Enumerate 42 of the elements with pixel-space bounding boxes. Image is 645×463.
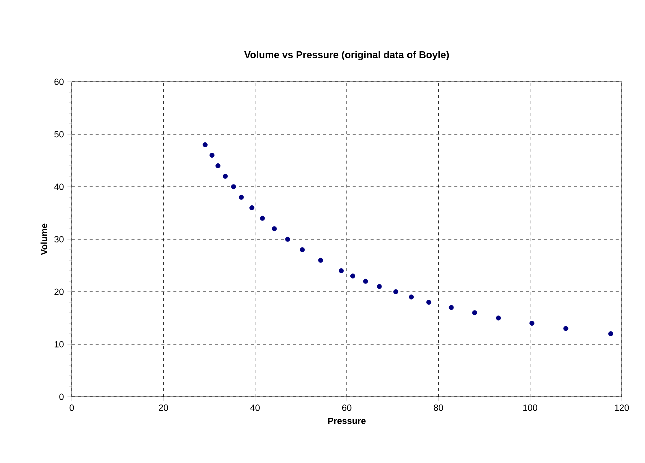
point (272, 226, 278, 232)
x-tick-label: 0 (70, 404, 74, 412)
point (318, 258, 324, 263)
point (377, 284, 382, 290)
point (202, 142, 208, 148)
point (260, 216, 266, 221)
x-tick-label: 20 (159, 404, 168, 412)
y-tick-label: 60 (54, 78, 64, 86)
point (394, 290, 399, 294)
point (210, 153, 215, 158)
point (239, 195, 244, 200)
point (250, 206, 255, 210)
x-tick-label: 80 (434, 404, 444, 412)
point (363, 279, 368, 284)
x-tick-label: 100 (524, 404, 538, 412)
point (608, 332, 614, 336)
point (472, 310, 478, 316)
chart-title: Volume vs Pressure (original data of Boyle) (244, 51, 450, 60)
point (350, 274, 356, 279)
point (530, 321, 535, 326)
point (216, 164, 221, 168)
point (223, 174, 228, 179)
y-axis-title: Volume (40, 224, 48, 256)
x-tick-label: 120 (615, 404, 630, 412)
y-tick-label: 20 (54, 288, 64, 296)
point (449, 305, 454, 310)
point (285, 237, 290, 242)
y-tick-label: 40 (54, 184, 64, 190)
y-tick-label: 30 (54, 236, 64, 243)
point (564, 326, 569, 332)
y-tick-label: 50 (54, 131, 64, 138)
y-tick-label: 0 (60, 394, 64, 400)
y-tick-label: 10 (54, 341, 64, 348)
point (300, 248, 306, 252)
point (496, 316, 502, 321)
x-axis-title: Pressure (328, 418, 366, 424)
point (339, 268, 344, 274)
x-tick-label: 40 (250, 404, 260, 412)
point (231, 184, 236, 190)
x-tick-label: 60 (342, 404, 352, 412)
point (426, 300, 432, 305)
point (409, 294, 414, 300)
